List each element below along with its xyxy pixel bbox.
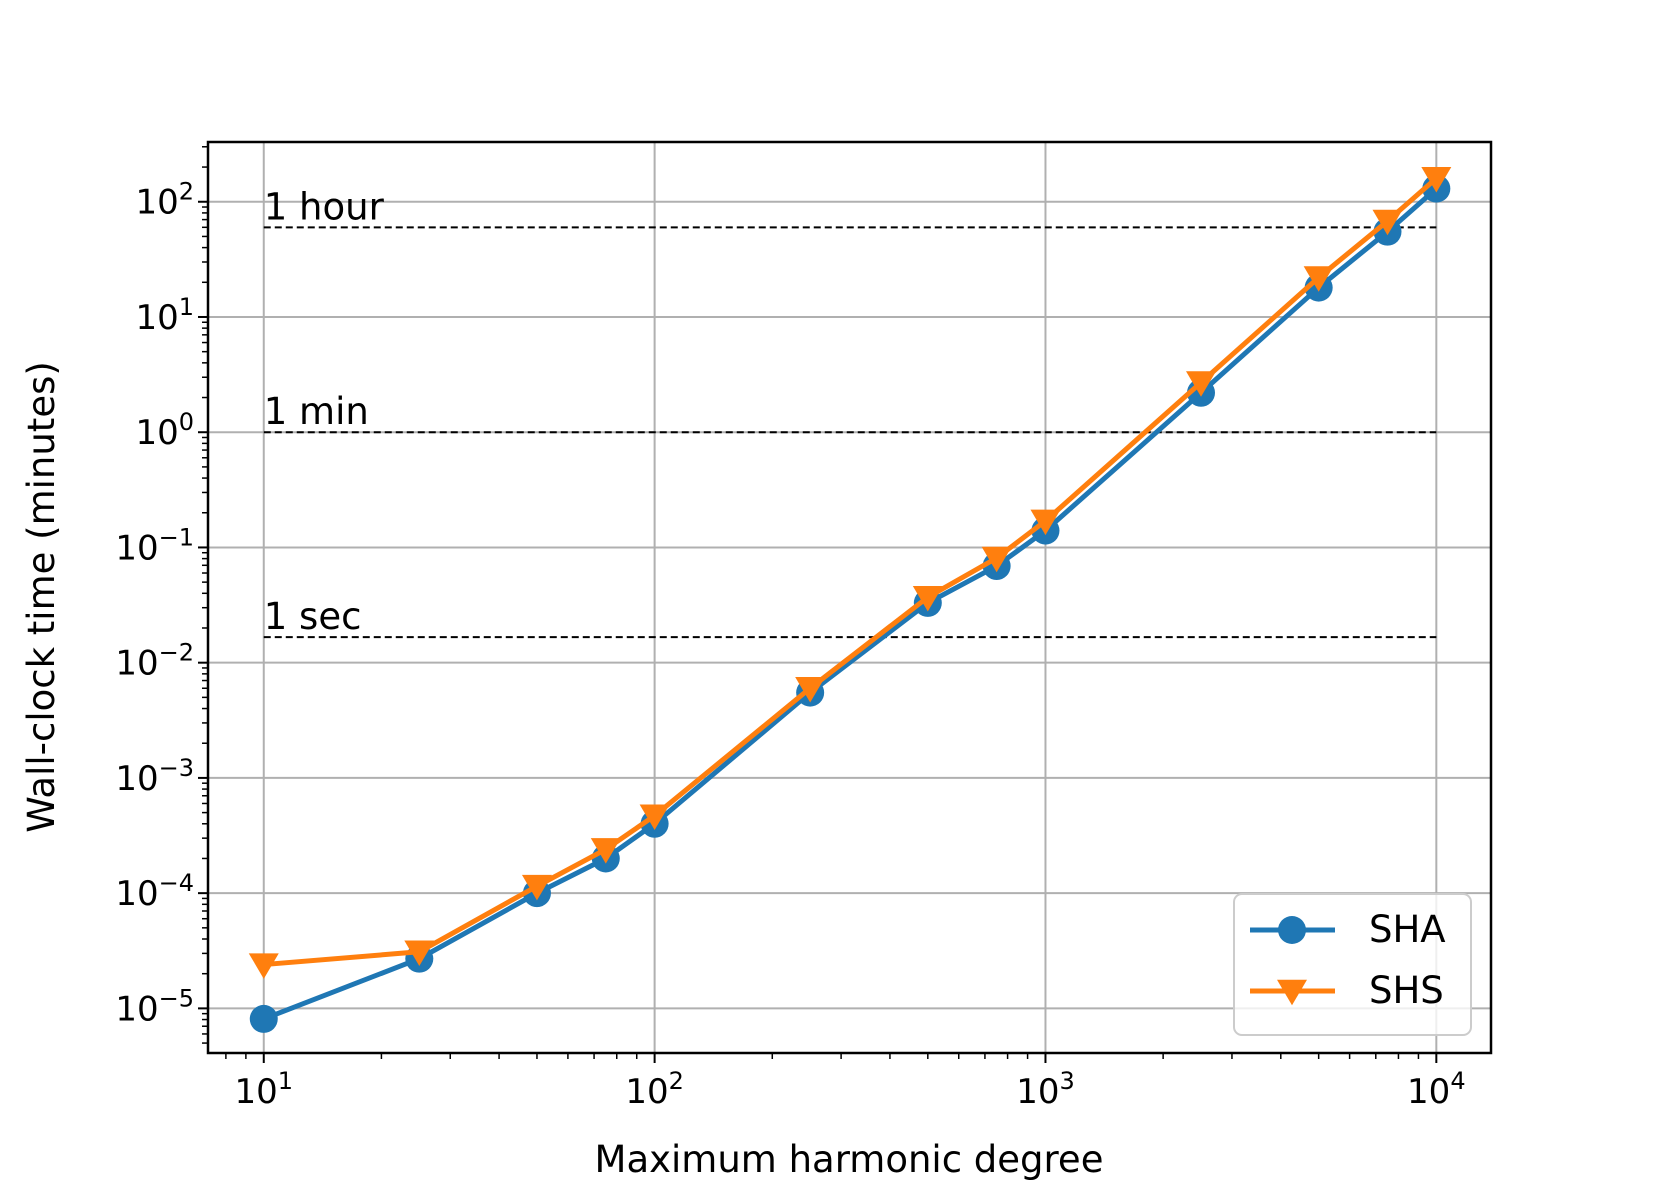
y-tick-label: 102: [135, 178, 194, 223]
data-point-shs: [1421, 166, 1452, 193]
data-point-shs: [981, 546, 1012, 573]
data-point-shs: [1030, 509, 1061, 536]
data-point-shs: [1372, 209, 1403, 236]
legend-marker-sha: [1278, 916, 1306, 944]
y-tick-label: 10−5: [115, 984, 194, 1029]
data-point-shs: [1303, 266, 1334, 292]
series-shs: [248, 166, 1452, 979]
data-point-shs: [521, 874, 552, 901]
data-point-shs: [590, 838, 621, 864]
x-tick-label: 102: [625, 1067, 684, 1112]
data-point-shs: [248, 953, 279, 979]
y-tick-label: 10−3: [115, 754, 194, 799]
x-tick-label: 103: [1016, 1067, 1075, 1112]
series-layer: [248, 166, 1452, 1033]
legend: SHA SHS: [1233, 893, 1472, 1036]
reference-line-label: 1 hour: [264, 185, 385, 228]
data-point-shs: [795, 676, 826, 703]
data-point-shs: [639, 804, 670, 830]
y-tick-label: 10−4: [115, 869, 194, 914]
y-tick-label: 101: [135, 293, 194, 338]
y-tick-label: 100: [135, 408, 194, 453]
x-tick-label: 101: [234, 1067, 293, 1112]
x-axis-label: Maximum harmonic degree: [595, 1138, 1104, 1181]
reference-line-label: 1 sec: [264, 595, 362, 638]
axis-ticks: [198, 146, 1438, 1063]
reference-line-label: 1 min: [264, 390, 369, 433]
legend-label-shs: SHS: [1369, 969, 1444, 1012]
y-tick-label: 10−2: [115, 639, 194, 684]
data-point-sha: [249, 1004, 278, 1033]
y-axis-label: Wall-clock time (minutes): [20, 361, 63, 833]
legend-label-sha: SHA: [1369, 908, 1446, 951]
plot-frame: [206, 140, 1493, 1055]
legend-marker-shs: [1277, 979, 1307, 1006]
data-point-shs: [912, 585, 943, 612]
tick-labels: 101 102 103 104 10−5 10−4 10−3 10−2 10−1 100 101 10…: [115, 178, 1465, 1112]
data-point-shs: [404, 940, 435, 967]
reference-lines: 1 hour 1 min 1 sec: [263, 185, 1437, 639]
x-tick-label: 104: [1407, 1067, 1466, 1112]
y-tick-label: 10−1: [115, 523, 194, 568]
data-point-shs: [1186, 371, 1217, 397]
